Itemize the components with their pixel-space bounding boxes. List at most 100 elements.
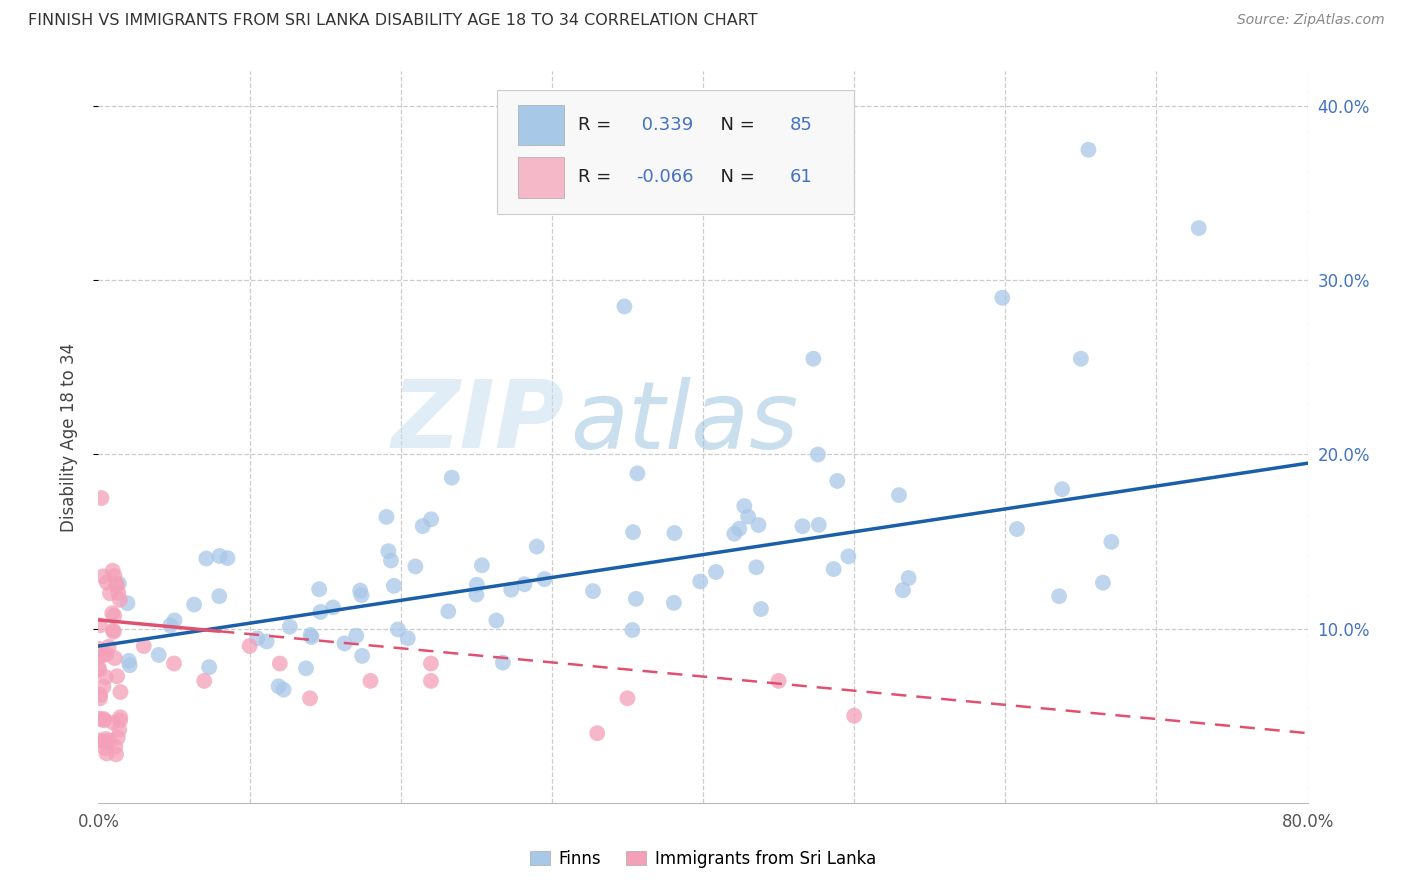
Text: ZIP: ZIP xyxy=(391,376,564,468)
Point xyxy=(807,517,830,532)
Point xyxy=(377,544,399,558)
Point xyxy=(301,630,323,644)
Point xyxy=(118,654,141,668)
Point xyxy=(107,731,129,745)
Point xyxy=(163,657,186,671)
Point xyxy=(208,549,231,563)
Point xyxy=(420,657,443,671)
Point xyxy=(89,688,111,702)
Point xyxy=(382,579,405,593)
Point xyxy=(349,583,371,598)
Y-axis label: Disability Age 18 to 34: Disability Age 18 to 34 xyxy=(59,343,77,532)
Point xyxy=(96,575,118,590)
Point xyxy=(267,679,290,693)
Point xyxy=(375,509,398,524)
Point xyxy=(733,499,755,513)
Point xyxy=(501,582,523,597)
Point xyxy=(624,591,647,606)
Point xyxy=(101,624,124,638)
Point xyxy=(93,712,115,726)
Point xyxy=(420,512,443,526)
Point xyxy=(87,661,110,675)
Point xyxy=(94,731,117,746)
Point xyxy=(387,623,409,637)
Point xyxy=(108,714,131,728)
Point xyxy=(256,634,278,648)
Text: N =: N = xyxy=(709,116,761,134)
Point xyxy=(689,574,711,589)
Point xyxy=(745,560,768,574)
Text: R =: R = xyxy=(578,116,617,134)
Point xyxy=(768,673,790,688)
Point xyxy=(299,691,322,706)
Text: 61: 61 xyxy=(790,169,813,186)
Point xyxy=(1070,351,1092,366)
Bar xyxy=(517,104,564,145)
Point xyxy=(1091,575,1114,590)
Point xyxy=(269,657,291,671)
Point xyxy=(621,623,644,637)
Point xyxy=(792,519,814,533)
Point xyxy=(360,673,382,688)
Point xyxy=(107,576,129,591)
Point xyxy=(89,712,111,726)
Point xyxy=(89,733,111,747)
Point xyxy=(747,518,769,533)
Point xyxy=(582,584,605,599)
Point xyxy=(704,565,727,579)
Legend: Finns, Immigrants from Sri Lanka: Finns, Immigrants from Sri Lanka xyxy=(530,849,876,868)
Point xyxy=(897,571,920,585)
Point xyxy=(513,577,536,591)
Point xyxy=(626,467,648,481)
Point xyxy=(87,641,110,656)
Text: atlas: atlas xyxy=(569,377,799,468)
Point xyxy=(827,474,849,488)
Point xyxy=(440,470,463,484)
Point xyxy=(662,596,685,610)
Point xyxy=(823,562,845,576)
Point xyxy=(492,656,515,670)
Point xyxy=(208,589,231,603)
Point xyxy=(94,741,117,756)
Point xyxy=(308,582,330,597)
Text: 85: 85 xyxy=(790,116,813,134)
Point xyxy=(664,526,686,541)
Point xyxy=(93,648,115,662)
Point xyxy=(103,608,125,623)
Point xyxy=(246,632,269,646)
Point xyxy=(103,715,125,730)
Point xyxy=(105,747,128,762)
Point xyxy=(91,569,114,583)
Point xyxy=(844,708,866,723)
Point xyxy=(107,586,129,600)
Point xyxy=(309,605,332,619)
Point xyxy=(471,558,494,573)
Point xyxy=(437,604,460,618)
Point xyxy=(96,747,118,761)
Point xyxy=(621,525,644,540)
Point xyxy=(89,691,111,706)
Point xyxy=(273,682,295,697)
Point xyxy=(412,519,434,533)
Point xyxy=(195,551,218,566)
Point xyxy=(295,661,318,675)
Point xyxy=(350,588,373,602)
Point xyxy=(93,680,115,694)
Point xyxy=(333,636,356,650)
Point xyxy=(465,588,488,602)
Point xyxy=(1188,221,1211,235)
Point xyxy=(108,592,131,607)
Point xyxy=(103,569,125,583)
Point xyxy=(90,491,112,505)
Point xyxy=(93,714,115,728)
Point xyxy=(807,448,830,462)
Point xyxy=(737,509,759,524)
Point xyxy=(887,488,910,502)
Point xyxy=(239,639,262,653)
Point xyxy=(891,583,914,598)
Point xyxy=(193,673,215,688)
Point xyxy=(991,291,1014,305)
Point xyxy=(801,351,824,366)
Point xyxy=(93,735,115,749)
Point xyxy=(837,549,859,564)
